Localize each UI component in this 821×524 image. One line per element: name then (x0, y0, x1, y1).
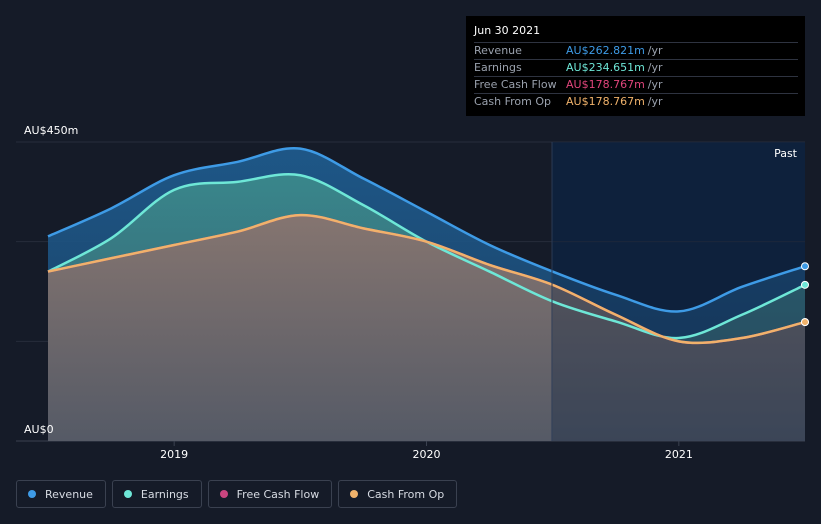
area-cash-from-op (48, 215, 805, 441)
x-axis: 2019 2020 2021 (160, 441, 693, 461)
legend-dot-icon (28, 490, 36, 498)
tooltip-row-revenue: Revenue AU$262.821m /yr (474, 42, 798, 59)
legend-label: Earnings (140, 487, 189, 501)
tooltip-label: Free Cash Flow (474, 78, 557, 91)
line-revenue (47, 146, 806, 313)
series-lines (47, 146, 806, 345)
legend-dot-icon (219, 490, 228, 498)
past-label: Past (774, 147, 798, 160)
tooltip-unit: /yr (647, 95, 663, 108)
y-axis-label-top: AU$450m (24, 124, 78, 137)
series-areas (48, 142, 805, 441)
tooltip-unit: /yr (647, 61, 663, 74)
endpoint-earnings (801, 280, 809, 289)
x-tick-label: 2019 (160, 448, 188, 461)
tooltip-row-free-cash-flow: Free Cash Flow AU$178.767m /yr (474, 76, 798, 93)
tooltip-label: Earnings (474, 61, 522, 74)
legend-item-revenue[interactable]: Revenue (16, 480, 106, 508)
tooltip-label: Revenue (474, 44, 522, 57)
series-endpoints (801, 262, 809, 327)
legend-label: Cash From Op (367, 487, 445, 501)
endpoint-cash-from-op (801, 318, 809, 327)
legend-item-cash-from-op[interactable]: Cash From Op (338, 480, 458, 508)
tooltip-row-earnings: Earnings AU$234.651m /yr (474, 59, 798, 76)
line-cash-from-op (47, 213, 806, 345)
x-tick-label: 2020 (413, 448, 441, 461)
tooltip: Jun 30 2021 Revenue AU$262.821m /yr Earn… (466, 16, 805, 116)
tooltip-value: AU$178.767m (566, 95, 645, 108)
legend-dot-icon (350, 490, 359, 498)
y-axis-label-bottom: AU$0 (24, 423, 54, 436)
endpoint-revenue (801, 262, 809, 271)
tooltip-unit: /yr (647, 78, 663, 91)
x-tick-label: 2021 (665, 448, 693, 461)
tooltip-unit: /yr (647, 44, 663, 57)
chart-area: Past AU$450m AU$0 2019 2020 2021 (16, 124, 809, 461)
tooltip-row-cash-from-op: Cash From Op AU$178.767m /yr (474, 93, 798, 110)
tooltip-value: AU$178.767m (566, 78, 645, 91)
legend-label: Free Cash Flow (236, 487, 320, 501)
tooltip-date: Jun 30 2021 (474, 24, 541, 37)
tooltip-value: AU$234.651m (566, 61, 645, 74)
legend: Revenue Earnings Free Cash Flow Cash Fro… (16, 480, 458, 508)
legend-item-earnings[interactable]: Earnings (111, 480, 202, 508)
legend-item-free-cash-flow[interactable]: Free Cash Flow (207, 480, 333, 508)
past-overlay (552, 142, 805, 441)
tooltip-label: Cash From Op (474, 95, 552, 108)
legend-dot-icon (123, 490, 132, 498)
tooltip-value: AU$262.821m (566, 44, 645, 57)
legend-label: Revenue (45, 487, 93, 501)
